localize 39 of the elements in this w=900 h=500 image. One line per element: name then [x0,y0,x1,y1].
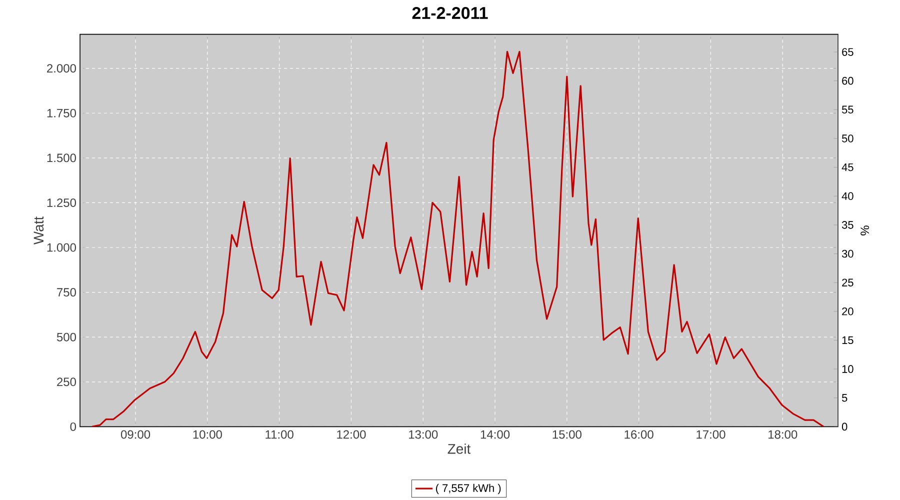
x-tick-label: 13:00 [409,430,438,439]
y-tick-label: 750 [57,288,76,297]
x-tick-label: 15:00 [552,430,582,439]
x-tick-label: 12:00 [337,430,366,439]
y2-tick-label: 65 [842,48,854,56]
y2-tick-label: 25 [842,278,854,286]
chart-title: 21-2-2011 [412,6,488,20]
y2-tick-label: 0 [842,422,848,431]
y2-tick-label: 45 [842,163,854,172]
y2-axis-title: % [860,226,870,236]
x-tick-label: 14:00 [480,430,510,439]
y-tick-label: 1.750 [47,108,76,118]
y-tick-label: 1.500 [47,154,76,162]
x-tick-label: 10:00 [193,430,222,439]
y-tick-label: 500 [56,332,76,342]
x-tick-label: 11:00 [266,430,294,439]
legend-label: ( 7,557 kWh ) [436,484,501,494]
x-tick-label: 17:00 [696,430,726,439]
y-tick-label: 1.250 [47,198,76,207]
y2-tick-label: 30 [842,250,854,258]
y2-tick-label: 50 [842,134,854,142]
y2-tick-label: 55 [842,106,854,114]
y2-tick-label: 10 [842,365,854,373]
y-tick-label: 1.000 [47,243,76,252]
y-tick-label: 0 [70,422,76,431]
x-tick-label: 09:00 [120,430,150,439]
line-series [91,50,824,427]
x-tick-label: 16:00 [624,430,654,439]
y2-tick-label: 5 [842,394,848,402]
y-tick-label: 250 [57,378,76,386]
y-axis-title: Watt [34,216,44,245]
y2-tick-label: 15 [842,336,854,344]
x-tick-label: 18:00 [768,430,798,439]
y2-tick-label: 60 [842,76,854,85]
y2-tick-label: 20 [842,308,854,316]
y-tick-label: 2.000 [47,64,76,73]
y2-tick-label: 40 [842,192,854,200]
y2-tick-label: 35 [842,221,854,229]
x-axis-title: Zeit [448,444,471,454]
